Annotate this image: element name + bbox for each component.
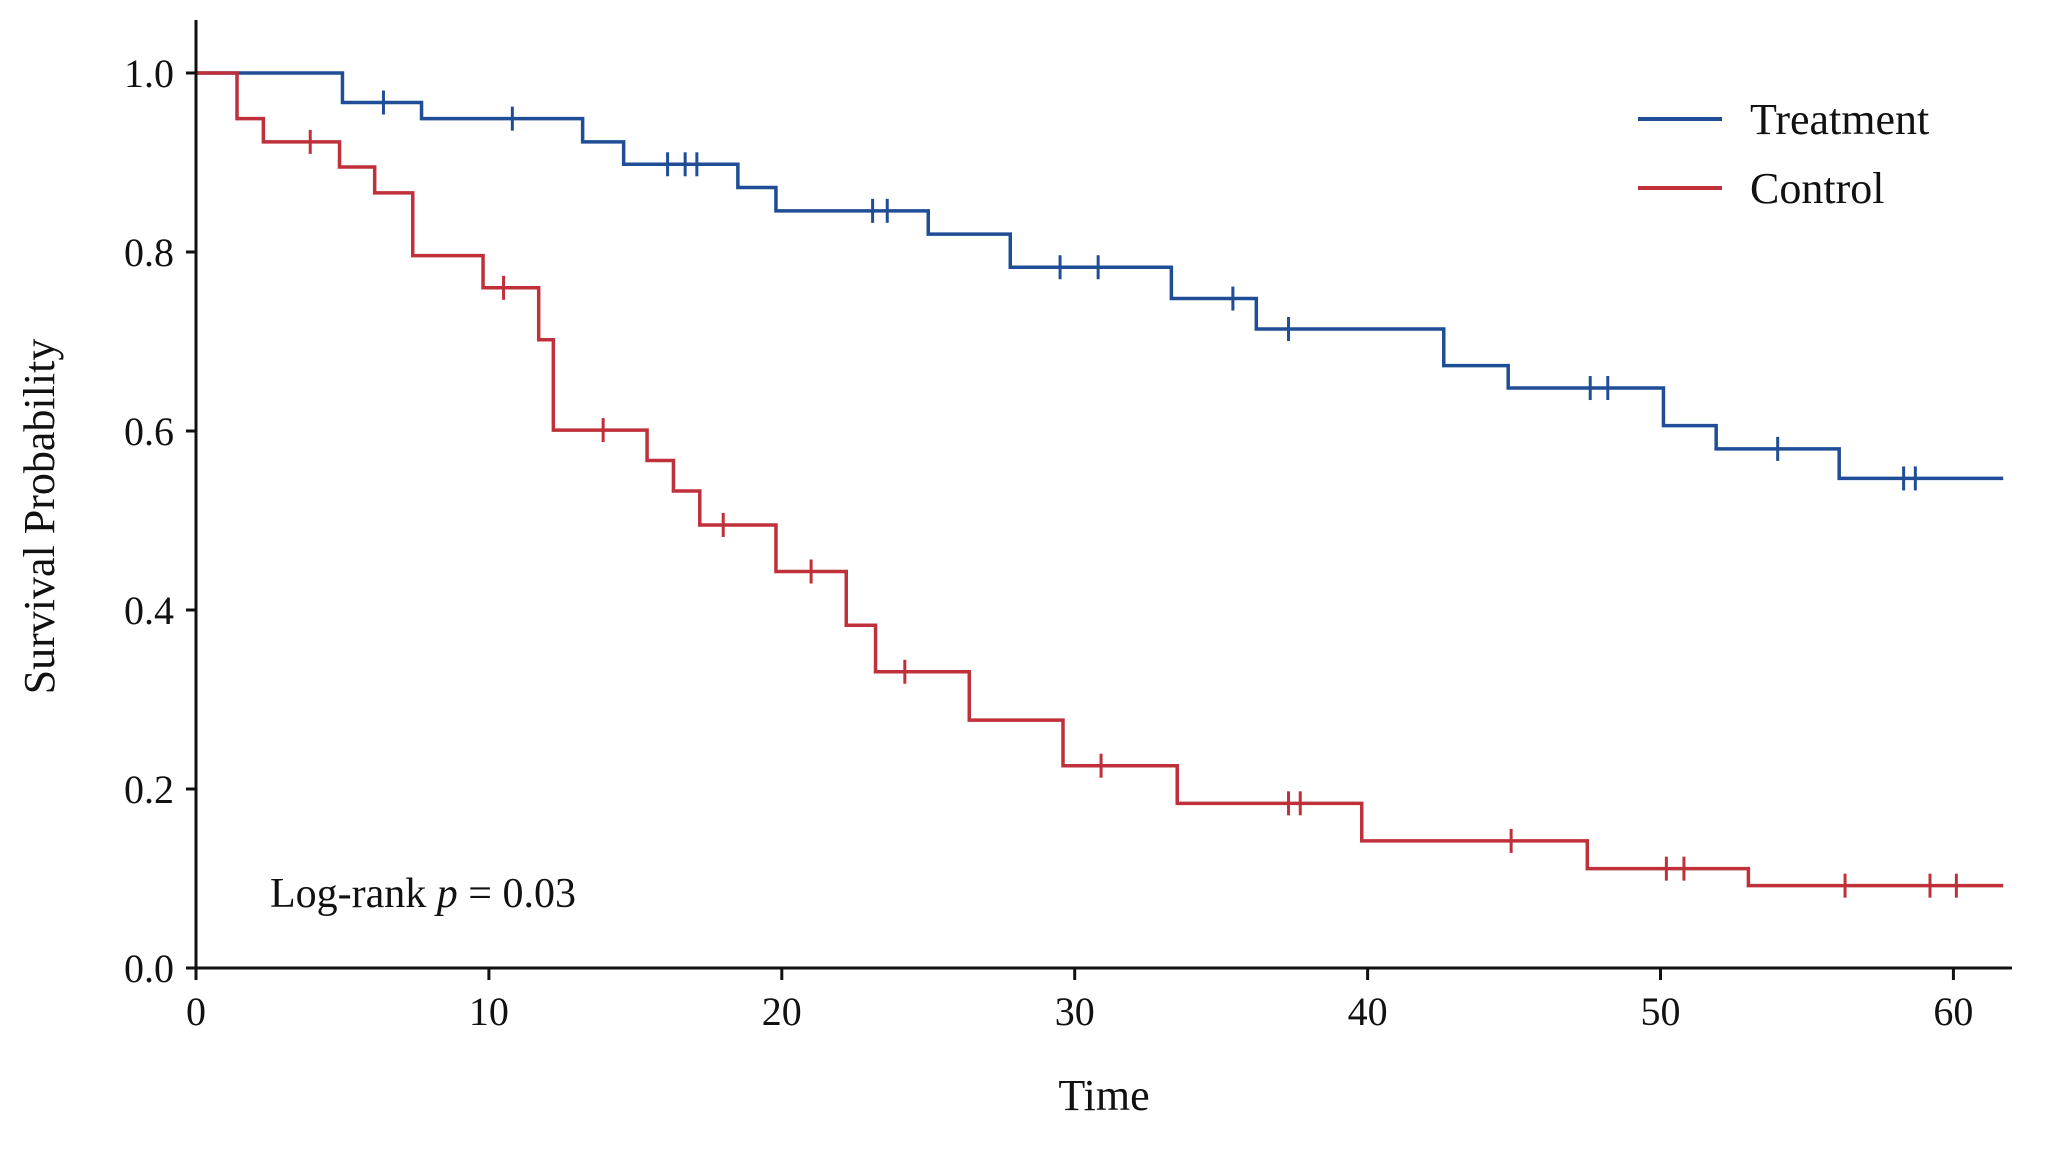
plot-marks [196, 71, 2004, 898]
x-tick-label: 50 [1641, 989, 1681, 1034]
axes: 0.0 0.2 0.4 0.6 0.8 1.0 0 10 20 30 40 50 60 [124, 20, 2012, 1034]
y-tick-label: 0.4 [124, 588, 174, 633]
survival-curve-control [196, 71, 2004, 888]
legend-label: Treatment [1750, 95, 1929, 144]
y-tick-label: 1.0 [124, 51, 174, 96]
legend: Treatment Control [1638, 95, 1929, 213]
annotation-suffix: = 0.03 [458, 871, 576, 917]
series-treatment [196, 71, 2004, 491]
y-axis-title: Survival Probability [15, 339, 64, 695]
log-rank-annotation: Log-rank p = 0.03 [270, 871, 576, 917]
legend-item-treatment: Treatment [1638, 95, 1929, 144]
x-tick-label: 20 [762, 989, 802, 1034]
annotation-prefix: Log-rank [270, 871, 437, 917]
series-control [196, 71, 2004, 898]
legend-label: Control [1750, 164, 1884, 213]
x-tick-label: 30 [1055, 989, 1095, 1034]
x-tick-label: 40 [1348, 989, 1388, 1034]
x-tick-label: 10 [469, 989, 509, 1034]
annotation-variable: p [434, 871, 458, 917]
y-tick-label: 0.6 [124, 409, 174, 454]
y-tick-label: 0.8 [124, 230, 174, 275]
y-tick-label: 0.2 [124, 767, 174, 812]
x-axis-title: Time [1058, 1071, 1149, 1120]
survival-curve-treatment [196, 71, 2004, 481]
y-tick-label: 0.0 [124, 946, 174, 991]
x-tick-label: 0 [186, 989, 206, 1034]
x-tick-label: 60 [1933, 989, 1973, 1034]
legend-item-control: Control [1638, 164, 1884, 213]
x-axis-ticks: 0 10 20 30 40 50 60 [186, 968, 1973, 1034]
y-axis-ticks: 0.0 0.2 0.4 0.6 0.8 1.0 [124, 51, 196, 991]
